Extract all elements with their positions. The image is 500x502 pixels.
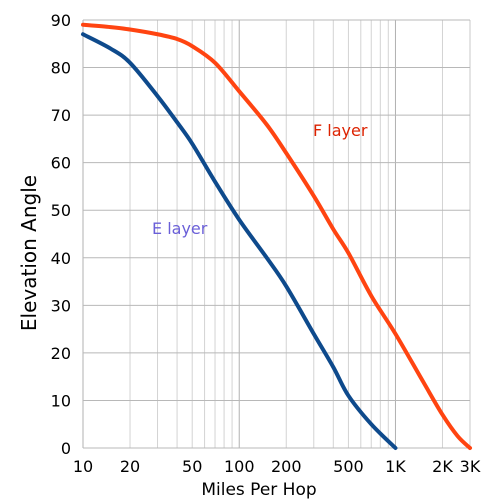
x-tick-label: 500 [333,457,364,476]
y-tick-label: 50 [51,201,71,220]
x-tick-label: 10 [73,457,93,476]
y-tick-label: 20 [51,344,71,363]
x-tick-label: 50 [182,457,202,476]
grid [82,19,471,449]
f-layer-label: F layer [313,121,368,140]
e-layer-line [81,32,398,450]
x-tick-label: 100 [224,457,255,476]
e-layer-label: E layer [152,219,208,238]
series-group [81,22,472,450]
x-tick-label: 3K [460,457,481,476]
x-axis-title: Miles Per Hop [201,480,316,500]
y-tick-label: 10 [51,391,71,410]
x-tick-label: 20 [120,457,140,476]
x-tick-label: 200 [271,457,302,476]
y-axis-title: Elevation Angle [17,175,41,331]
y-tick-label: 40 [51,249,71,268]
y-tick-label: 80 [51,59,71,78]
x-tick-label: 1K [385,457,406,476]
y-tick-label: 90 [51,11,71,30]
y-tick-label: 30 [51,296,71,315]
y-tick-label: 0 [61,439,71,458]
x-tick-label: 2K [432,457,453,476]
y-tick-label: 70 [51,106,71,125]
y-tick-label: 60 [51,154,71,173]
f-layer-line [81,22,472,450]
